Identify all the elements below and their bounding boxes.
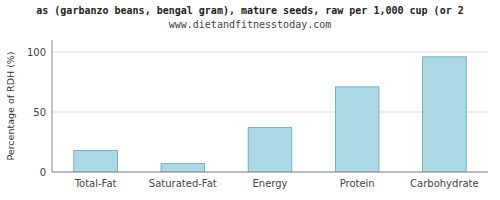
bars [74, 57, 466, 172]
bar [161, 164, 205, 172]
bar [74, 150, 118, 172]
y-axis [52, 40, 53, 172]
x-tick-label: Energy [252, 178, 287, 189]
y-axis-label: Percentage of RDH (%) [5, 51, 16, 160]
bar [248, 128, 292, 172]
x-tick-label: Carbohydrate [410, 178, 479, 189]
x-axis [52, 172, 488, 173]
x-tick-label: Saturated-Fat [149, 178, 217, 189]
bar [423, 57, 467, 172]
grid-line [52, 172, 488, 173]
subtitle: www.dietandfitnesstoday.com [169, 19, 332, 30]
y-tick-label: 50 [33, 107, 46, 118]
y-tick-label: 0 [40, 167, 46, 178]
x-tick-label: Protein [340, 178, 375, 189]
chart: as (garbanzo beans, bengal gram), mature… [0, 0, 500, 200]
grid-line [52, 52, 488, 53]
bar [335, 87, 379, 172]
grid [52, 52, 488, 172]
y-tick-label: 100 [27, 47, 46, 58]
title: as (garbanzo beans, bengal gram), mature… [36, 5, 463, 16]
x-tick-label: Total-Fat [74, 178, 117, 189]
